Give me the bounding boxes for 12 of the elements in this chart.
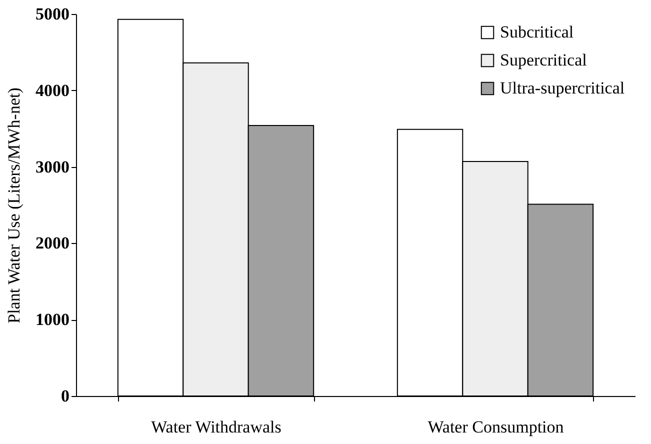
legend-label: Subcritical [500,22,574,42]
y-tick-label: 3000 [36,157,70,176]
y-tick-label: 1000 [36,310,70,330]
x-tick-label: Water Consumption [428,418,564,436]
y-tick-label: 0 [61,386,70,406]
legend-label: Ultra-supercritical [500,78,625,98]
y-tick-label: 4000 [36,80,70,100]
y-axis-title: Plant Water Use (Liters/MWh-net) [4,88,24,324]
y-tick-label: 2000 [36,234,70,253]
legend-label: Supercritical [500,50,588,70]
x-tick-label: Water Withdrawals [151,418,282,436]
y-tick-label: 5000 [36,4,70,24]
